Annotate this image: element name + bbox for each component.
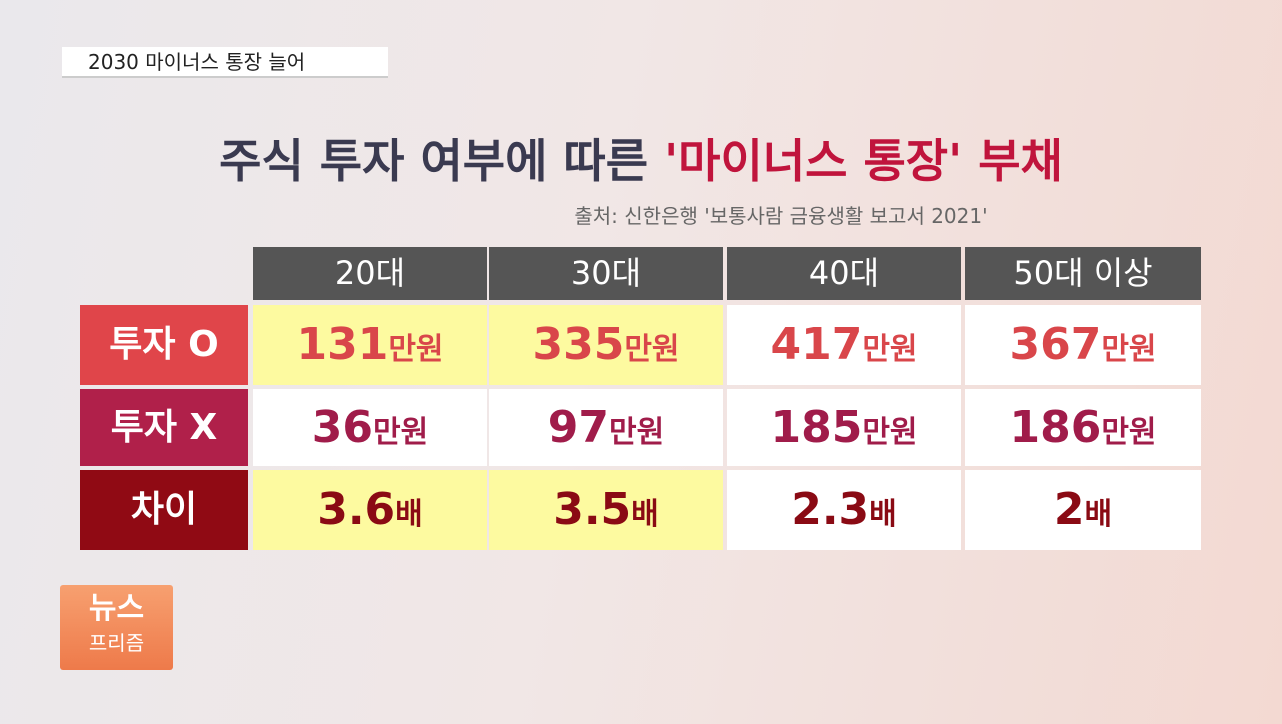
cell-unit: 만원 bbox=[624, 332, 680, 367]
cell-unit: 배 bbox=[1084, 497, 1113, 532]
table-cell: 367만원 bbox=[965, 305, 1201, 385]
cell-number: 2 bbox=[1053, 484, 1085, 535]
cell-unit: 배 bbox=[395, 497, 423, 532]
cell-number: 417 bbox=[770, 319, 863, 370]
cell-unit: 만원 bbox=[1101, 332, 1157, 367]
header-tag: 2030 마이너스 통장 늘어 bbox=[62, 47, 388, 78]
table-cell: 185만원 bbox=[727, 389, 961, 466]
table-cell: 186만원 bbox=[965, 389, 1201, 466]
row-header: 투자 X bbox=[80, 389, 248, 466]
logo: 뉴스 프리즘 bbox=[60, 585, 173, 670]
title-part: '마이너스 통장' 부채 bbox=[664, 134, 1063, 188]
cell-number: 2.3 bbox=[791, 484, 870, 535]
cell-number: 367 bbox=[1009, 319, 1102, 370]
table-cell: 131만원 bbox=[253, 305, 487, 385]
row-header: 차이 bbox=[80, 470, 248, 550]
cell-number: 185 bbox=[770, 402, 863, 453]
table-cell: 335만원 bbox=[489, 305, 723, 385]
column-header: 20대 bbox=[253, 247, 487, 300]
cell-unit: 만원 bbox=[609, 415, 665, 450]
cell-number: 335 bbox=[532, 319, 625, 370]
source: 출처: 신한은행 '보통사람 금융생활 보고서 2021' bbox=[574, 204, 988, 228]
cell-number: 97 bbox=[547, 402, 610, 453]
table-cell: 2.3배 bbox=[727, 470, 961, 550]
cell-unit: 만원 bbox=[373, 415, 429, 450]
column-header: 40대 bbox=[727, 247, 961, 300]
column-header: 50대 이상 bbox=[965, 247, 1201, 300]
cell-unit: 배 bbox=[631, 497, 659, 532]
cell-unit: 배 bbox=[869, 497, 897, 532]
table-cell: 2배 bbox=[965, 470, 1201, 550]
cell-number: 3.6 bbox=[317, 484, 396, 535]
cell-number: 131 bbox=[296, 319, 389, 370]
logo-text: 프리즘 bbox=[88, 631, 145, 655]
logo-text: 뉴스 bbox=[88, 591, 145, 626]
table-cell: 417만원 bbox=[727, 305, 961, 385]
cell-unit: 만원 bbox=[388, 332, 444, 367]
table-cell: 3.5배 bbox=[489, 470, 723, 550]
title: 주식 투자 여부에 따른 '마이너스 통장' 부채 bbox=[0, 125, 1282, 191]
cell-unit: 만원 bbox=[862, 415, 918, 450]
table-cell: 97만원 bbox=[489, 389, 723, 466]
cell-number: 3.5 bbox=[553, 484, 632, 535]
cell-number: 186 bbox=[1009, 402, 1102, 453]
title-part: 주식 투자 여부에 따른 bbox=[219, 134, 665, 188]
table-cell: 3.6배 bbox=[253, 470, 487, 550]
table-cell: 36만원 bbox=[253, 389, 487, 466]
row-header: 투자 O bbox=[80, 305, 248, 385]
column-header: 30대 bbox=[489, 247, 723, 300]
cell-unit: 만원 bbox=[862, 332, 918, 367]
cell-unit: 만원 bbox=[1101, 415, 1157, 450]
cell-number: 36 bbox=[311, 402, 374, 453]
